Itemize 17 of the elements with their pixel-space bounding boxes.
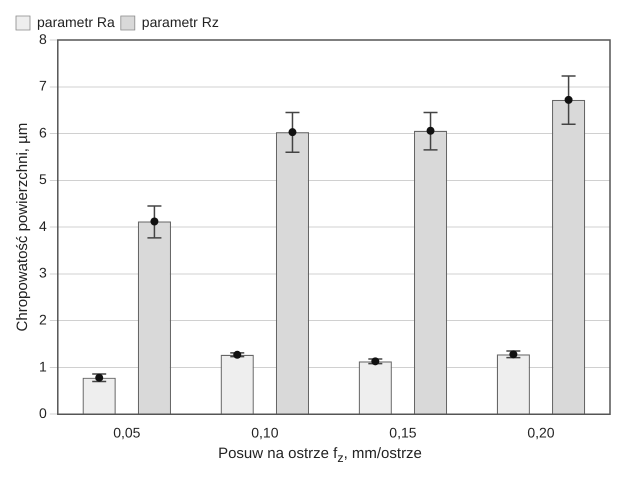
y-axis-title: Chropowatość powierzchni, µm [14,122,32,332]
y-tick-label: 2 [38,312,47,328]
legend-label: parametr Rz [142,14,219,30]
x-axis-title: Posuw na ostrze f$_{z}$, mm/ostrze [217,445,423,465]
y-tick-label: 8 [38,30,47,47]
y-tick-label: 6 [38,124,47,140]
y-tick-label: 3 [38,264,47,281]
y-tick-label: 7 [38,78,47,94]
x-tick-label: 0,05 [113,424,141,440]
x-tick-label: 0,10 [251,424,279,440]
y-tick-label: 0 [38,405,47,422]
x-tick-label: 0,15 [389,424,417,440]
legend-label: parametr Ra [37,14,116,30]
y-tick-label: 1 [38,358,47,374]
x-tick-label: 0,20 [527,424,555,440]
y-tick-label: 5 [38,171,47,188]
y-tick-label: 4 [38,218,47,234]
